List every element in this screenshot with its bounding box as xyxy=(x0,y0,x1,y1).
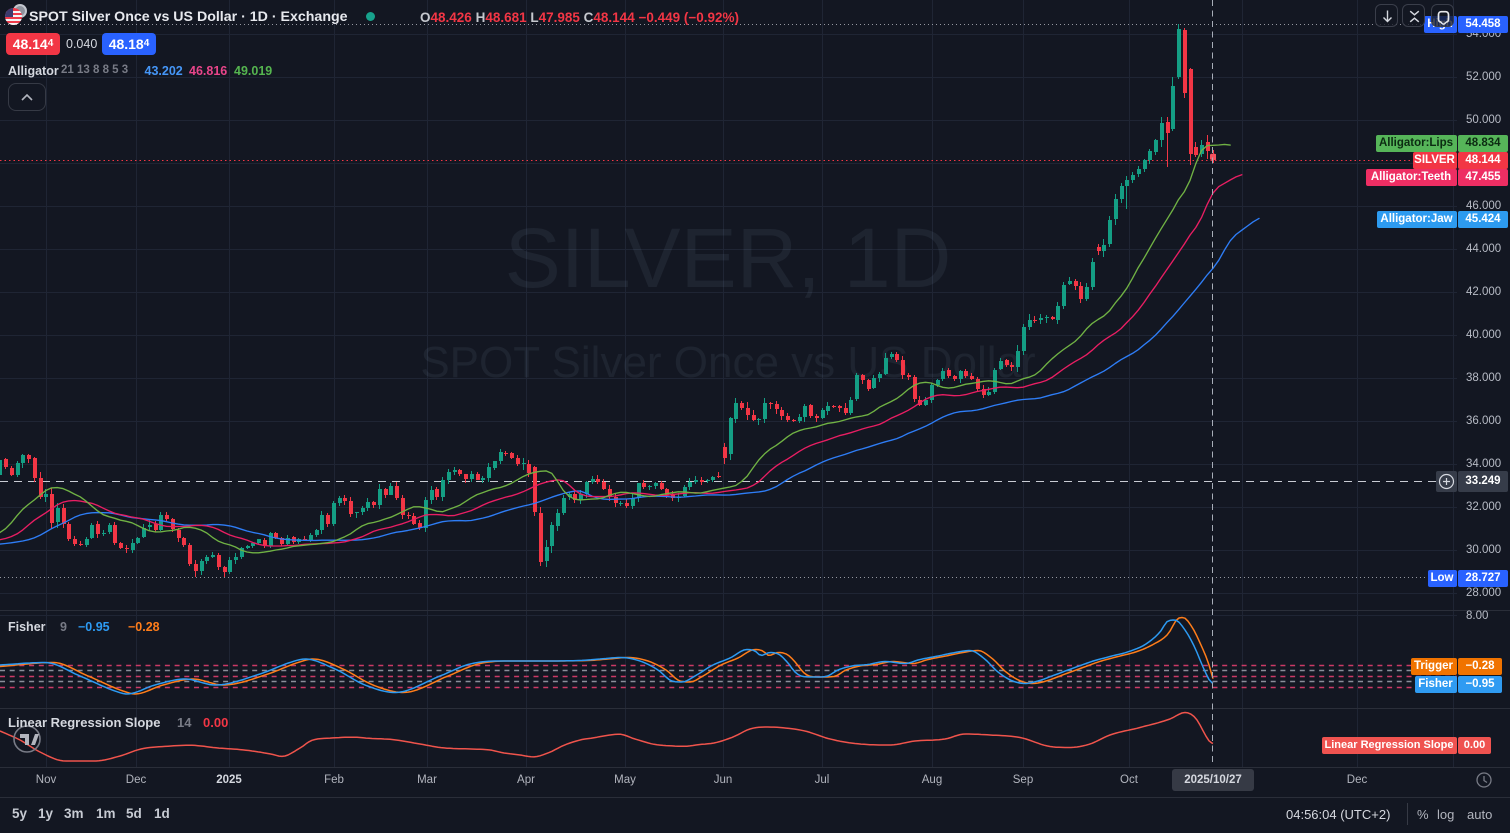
svg-text:SILVER, 1D: SILVER, 1D xyxy=(505,211,952,305)
svg-text:SPOT Silver Once vs US Dollar: SPOT Silver Once vs US Dollar xyxy=(420,338,1035,387)
